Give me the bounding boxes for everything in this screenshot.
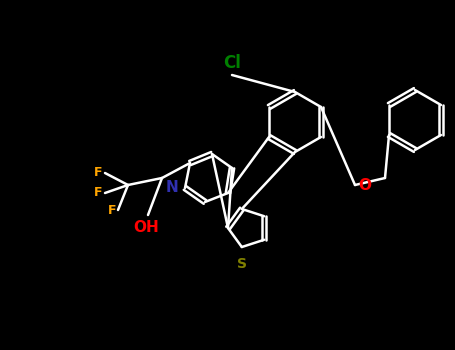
Text: S: S — [237, 257, 247, 271]
Text: OH: OH — [133, 220, 159, 235]
Text: Cl: Cl — [223, 54, 241, 72]
Text: F: F — [107, 204, 116, 217]
Text: O: O — [358, 177, 371, 192]
Text: F: F — [93, 166, 102, 178]
Text: N: N — [165, 181, 178, 196]
Text: F: F — [93, 187, 102, 199]
